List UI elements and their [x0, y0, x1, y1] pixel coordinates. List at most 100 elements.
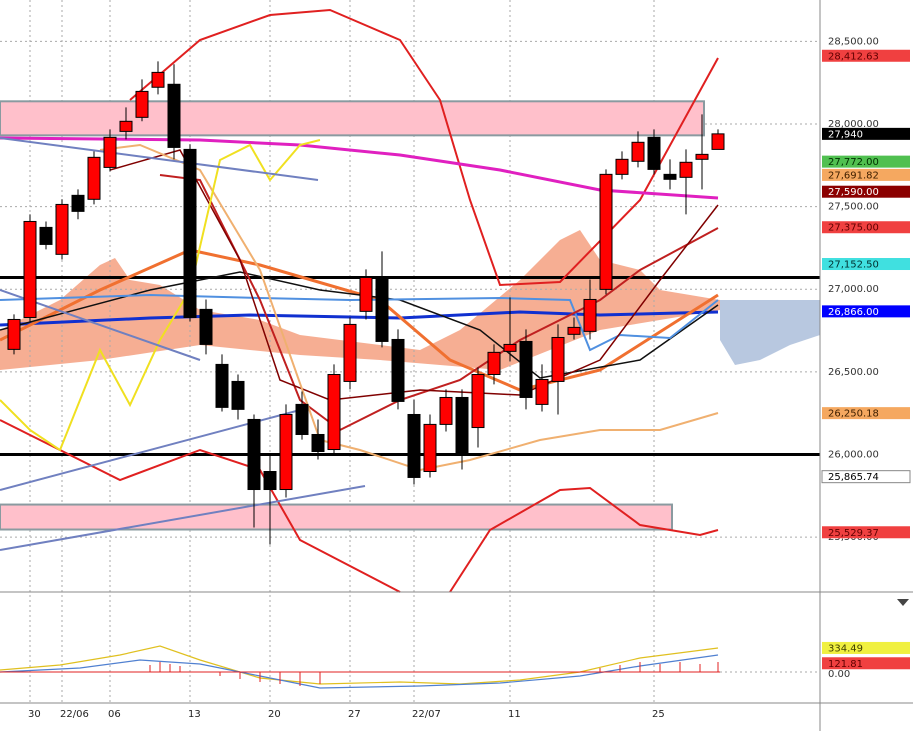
candle-body [359, 276, 373, 312]
candle-body [39, 226, 53, 245]
candle-body [375, 276, 389, 342]
candle-body [551, 336, 565, 382]
price-label-box [822, 657, 910, 670]
price-label: 26,866.00 [828, 307, 879, 318]
price-label-box [822, 49, 910, 62]
cloud [0, 230, 720, 370]
trendline [0, 137, 319, 181]
price-label-box [822, 258, 910, 271]
candle-body [711, 133, 725, 150]
candle-body [279, 413, 293, 491]
price-label: 334.49 [828, 643, 863, 654]
axis-area [820, 0, 913, 731]
candle-body [487, 351, 501, 375]
dropdown-button[interactable] [897, 599, 909, 606]
candle-body [615, 158, 629, 175]
x-tick-label: 25 [652, 709, 665, 720]
candle-body [247, 418, 261, 491]
signal-line [0, 654, 719, 689]
bands [0, 100, 820, 531]
candle-body [583, 298, 597, 332]
price-label: 25,529.37 [828, 528, 879, 539]
price-label: 27,375.00 [828, 223, 879, 234]
candle-body [215, 363, 229, 408]
zone-band [0, 100, 705, 137]
candle-body [647, 136, 661, 170]
price-label: 27,691.82 [828, 170, 879, 181]
price-label-box [822, 168, 910, 181]
price-label: 28,412.63 [828, 51, 879, 62]
candle-body [55, 203, 69, 255]
lagging-span [0, 139, 321, 452]
labels: 25,500.0026,000.0026,500.0027,000.0027,5… [28, 36, 911, 720]
candle-body [455, 396, 469, 455]
y-tick-label: 28,000.00 [828, 119, 879, 130]
price-label: 27,940 [828, 129, 863, 140]
candle-body [695, 153, 709, 160]
candle-body [151, 71, 165, 88]
price-label: 27,590.00 [828, 187, 879, 198]
candle-body [535, 378, 549, 405]
candle-body [231, 380, 245, 410]
x-tick-label: 13 [188, 709, 201, 720]
sub-tick-label: 0.00 [828, 669, 850, 680]
candle-body [199, 308, 213, 345]
y-tick-label: 26,000.00 [828, 449, 879, 460]
x-tick-label: 06 [108, 709, 121, 720]
candle-body [663, 173, 677, 180]
candles [7, 61, 725, 545]
candle-body [327, 373, 341, 451]
candle-body [23, 220, 37, 318]
price-label-box [822, 407, 910, 420]
bollinger-upper [129, 8, 719, 287]
x-tick-label: 11 [508, 709, 521, 720]
indicator-layer [0, 230, 820, 370]
candle-body [103, 136, 117, 168]
candle-body [311, 433, 325, 453]
zone-band [0, 503, 673, 531]
price-label-box [822, 305, 910, 318]
x-tick-label: 20 [268, 709, 281, 720]
y-tick-label: 27,500.00 [828, 202, 879, 213]
candle-body [135, 90, 149, 118]
price-label: 27,772.00 [828, 157, 879, 168]
candle-body [519, 340, 533, 398]
y-tick-label: 26,500.00 [828, 367, 879, 378]
candle-body [423, 423, 437, 473]
price-label: 25,865.74 [828, 472, 879, 483]
ma-blue [0, 293, 719, 352]
indicator-lines [0, 8, 719, 593]
y-tick-label: 28,500.00 [828, 36, 879, 47]
candle-body [295, 403, 309, 435]
price-label-box [822, 155, 910, 168]
y-tick-label: 27,000.00 [828, 284, 879, 295]
candle-body [631, 141, 645, 162]
x-tick-label: 30 [28, 709, 41, 720]
candle-body [87, 156, 101, 200]
x-tick-label: 22/07 [412, 709, 441, 720]
x-tick-label: 22/06 [60, 709, 89, 720]
histogram [149, 662, 719, 686]
sub-panel [0, 645, 720, 689]
candle-body [439, 396, 453, 425]
candle-body [503, 343, 517, 352]
candle-body [263, 471, 277, 491]
price-label-box [822, 526, 910, 539]
candle-body [71, 194, 85, 212]
candle-body [407, 413, 421, 478]
price-label-box [822, 127, 910, 140]
price-label: 26,250.18 [828, 409, 879, 420]
candle-body [7, 318, 21, 350]
x-tick-label: 27 [348, 709, 361, 720]
candle-body [567, 326, 581, 335]
candle-body [471, 373, 485, 429]
price-label: 121.81 [828, 659, 863, 670]
candle-body [391, 338, 405, 402]
price-label: 27,152.50 [828, 260, 879, 271]
candle-body [343, 323, 357, 382]
candle-body [679, 161, 693, 178]
price-label-box [822, 221, 910, 234]
candle-body [599, 173, 613, 290]
